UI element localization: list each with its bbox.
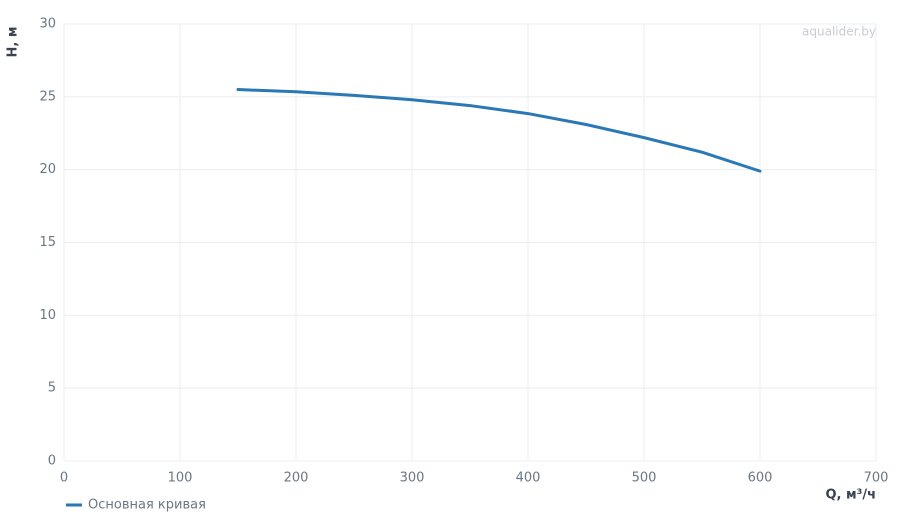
x-tick-label: 300 xyxy=(400,471,425,486)
x-tick-label: 100 xyxy=(168,471,193,486)
y-tick-label: 15 xyxy=(39,235,56,250)
x-tick-label: 200 xyxy=(284,471,309,486)
watermark: aqualider.by xyxy=(802,25,876,39)
x-tick-label: 600 xyxy=(748,471,773,486)
x-axis-title: Q, м³/ч xyxy=(825,488,876,503)
y-tick-label: 20 xyxy=(39,162,56,177)
y-tick-label: 30 xyxy=(39,17,56,32)
x-tick-label: 0 xyxy=(60,471,68,486)
x-tick-label: 500 xyxy=(632,471,657,486)
y-tick-label: 10 xyxy=(39,308,56,323)
legend-label: Основная кривая xyxy=(88,498,206,513)
y-tick-label: 5 xyxy=(48,381,56,396)
x-tick-label: 700 xyxy=(864,471,889,486)
y-tick-label: 0 xyxy=(48,454,56,469)
y-axis-title: H, м xyxy=(6,27,21,58)
x-tick-label: 400 xyxy=(516,471,541,486)
y-tick-label: 25 xyxy=(39,89,56,104)
line xyxy=(236,88,762,173)
